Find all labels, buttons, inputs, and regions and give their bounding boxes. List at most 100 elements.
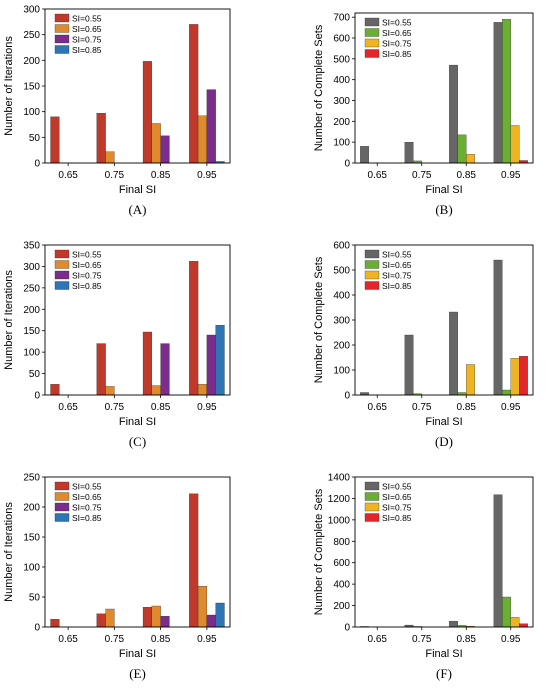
legend-swatch [54,270,70,280]
bar-si055-085 [449,311,458,396]
bar-si065-085 [151,123,161,164]
legend-label: SI=0.85 [382,49,412,59]
y-tick-label: 0 [34,623,40,634]
bar-si055-065 [50,116,60,164]
y-axis-title: Number of Iterations [3,502,15,602]
y-tick-label: 1000 [328,515,351,526]
y-axis-title: Number of Iterations [3,270,15,370]
bar-si055-075 [96,613,106,628]
y-tick-label: 50 [29,133,41,144]
chart-panel-2: 0 100 200 300 400 500 600 700 0.65 0.75 0.85 0.95 Fi… [313,12,534,217]
legend-label: SI=0.55 [72,14,102,24]
y-tick-label: 250 [23,283,40,294]
bar-si075-095 [510,125,520,164]
legend-label: SI=0.65 [72,24,102,34]
y-tick-label: 200 [23,503,40,514]
x-tick-label: 0.95 [197,170,217,181]
legend-swatch [54,281,70,290]
legend-swatch [54,34,70,44]
bar-si055-065 [50,384,60,396]
y-tick-label: 500 [333,266,350,277]
legend-label: SI=0.85 [382,281,412,291]
legend-label: SI=0.85 [72,281,102,291]
legend-swatch [364,281,380,290]
bar-si055-065 [50,619,60,628]
y-tick-label: 0 [34,159,40,170]
x-tick-label: 0.75 [412,634,432,645]
x-tick-label: 0.75 [412,402,432,413]
y-tick-label: 250 [23,30,40,41]
plot-frame [354,12,534,164]
x-tick-label: 0.85 [151,634,171,645]
plot-frame [44,476,231,628]
legend-swatch [54,13,70,23]
x-axis-title: Final SI [119,184,156,196]
legend-swatch [54,260,70,269]
legend-label: SI=0.55 [72,250,102,260]
bar-si065-095 [502,596,511,628]
legend-label: SI=0.65 [382,492,412,502]
legend-swatch [364,28,380,37]
legend-swatch [364,17,380,27]
panel-caption: (F) [436,666,452,681]
x-axis-title: Final SI [425,648,462,660]
y-tick-label: 50 [29,593,41,604]
legend-label: SI=0.75 [382,271,412,281]
y-tick-label: 100 [23,107,40,118]
bar-si065-085 [457,134,467,164]
legend-swatch [54,492,70,501]
legend-label: SI=0.55 [72,482,102,492]
plot-frame [44,244,231,396]
x-tick-label: 0.85 [457,170,477,181]
y-tick-label: 200 [333,341,350,352]
y-tick-label: 150 [23,82,40,93]
bar-si065-075 [105,608,115,628]
chart-panel-1: 0 50 100 150 200 250 300 0.65 0.75 0.85 0.95 Final … [3,5,231,217]
panel-caption: (A) [128,202,146,217]
chart-panel-6: 0 200 400 600 800 1000 1200 1400 0.65 0.75 0.85 0.9… [313,473,534,681]
bar-si055-075 [96,113,106,164]
y-tick-label: 100 [23,348,40,359]
y-tick-label: 100 [333,366,350,377]
y-tick-label: 0 [344,391,350,402]
legend-label: SI=0.55 [382,250,412,260]
y-tick-label: 400 [333,580,350,591]
y-tick-label: 350 [23,241,40,252]
y-tick-label: 50 [29,369,41,380]
bar-si065-095 [197,115,208,164]
x-tick-label: 0.75 [105,402,125,413]
x-tick-label: 0.65 [58,402,78,413]
y-tick-label: 150 [23,533,40,544]
x-axis-title: Final SI [425,184,462,196]
legend-swatch [364,481,380,491]
x-tick-label: 0.95 [501,402,521,413]
y-tick-label: 0 [34,391,40,402]
legend-label: SI=0.65 [382,260,412,270]
y-axis-title: Number of Complete Sets [313,488,325,615]
bar-si055-095 [189,493,199,628]
legend-label: SI=0.65 [72,260,102,270]
chart-panel-4: 0 100 200 300 400 500 600 0.65 0.75 0.85 0.95 Final… [313,241,534,449]
y-tick-label: 800 [333,537,350,548]
bar-si065-075 [105,151,115,164]
legend-label: SI=0.75 [382,39,412,49]
y-tick-label: 200 [333,117,350,128]
y-tick-label: 300 [23,262,40,273]
y-tick-label: 1200 [328,494,351,505]
x-tick-label: 0.65 [368,402,388,413]
bar-si055-085 [142,61,152,164]
bar-si075-085 [466,364,475,396]
panel-caption: (C) [129,434,146,449]
y-tick-label: 1400 [328,473,351,484]
y-tick-label: 100 [333,138,350,149]
bar-si055-095 [493,259,503,396]
panel-caption: (D) [435,434,453,449]
bar-si055-065 [360,146,369,164]
legend-swatch [54,513,70,522]
bar-si065-085 [151,605,161,628]
legend-swatch [364,38,380,48]
bar-si075-095 [206,89,216,164]
